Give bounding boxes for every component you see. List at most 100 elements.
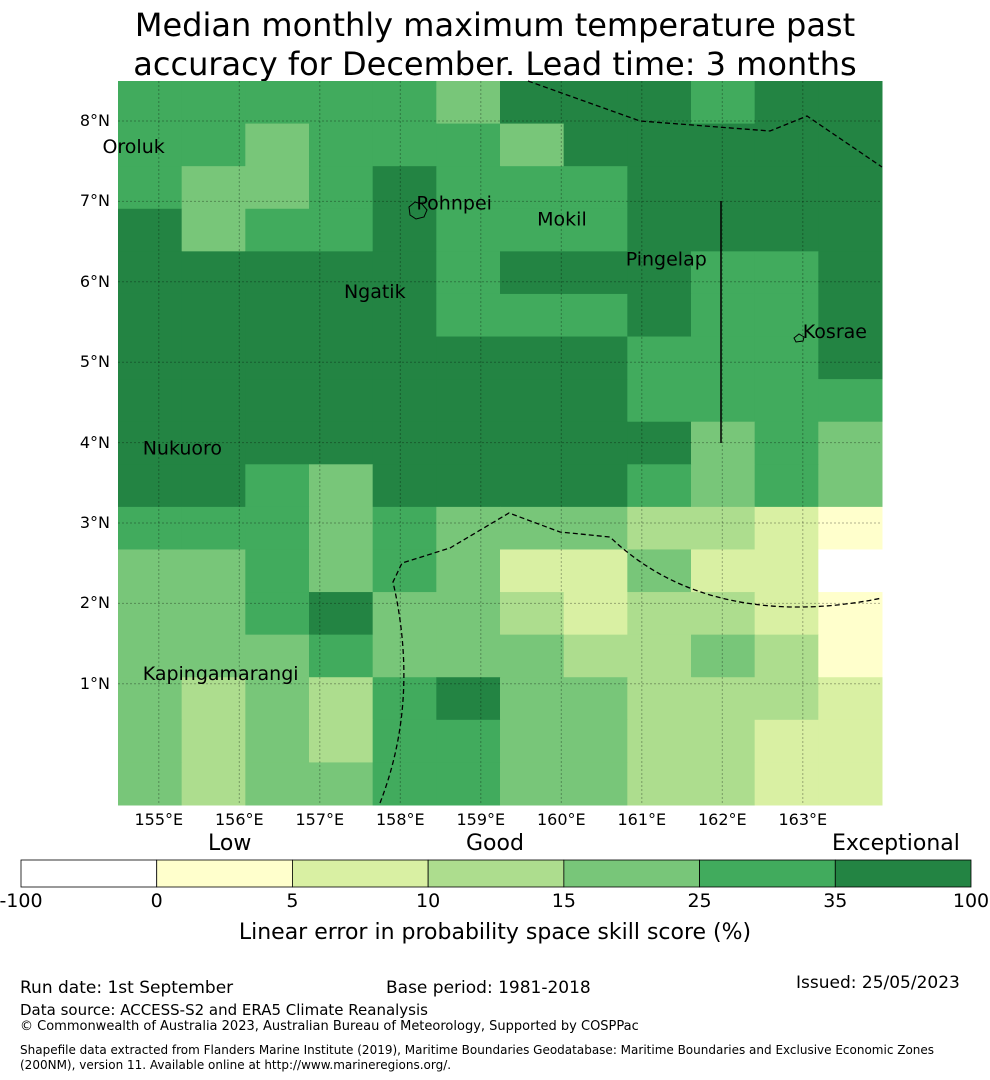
grid-cell [563, 506, 628, 550]
grid-cell [309, 379, 374, 423]
grid-cell [372, 634, 437, 678]
grid-cell [309, 549, 374, 593]
eez-boundary-south [379, 512, 883, 804]
grid-cell [691, 634, 756, 678]
grid-cell [309, 123, 374, 167]
grid-cell [691, 592, 756, 636]
grid-cell [309, 166, 374, 210]
grid-cell [754, 293, 819, 338]
grid-cell [436, 251, 501, 295]
longitude-tick-label: 162°E [697, 810, 747, 829]
latitude-tick-label: 3°N [79, 513, 110, 532]
grid-cell [245, 762, 310, 806]
grid-cell [118, 421, 183, 465]
grid-cell [500, 421, 565, 465]
grid-cell [818, 208, 883, 252]
grid-cell [754, 464, 819, 508]
longitude-tick-label: 161°E [617, 810, 667, 829]
grid-cell [563, 379, 628, 423]
colorbar-tick-label: 5 [286, 890, 299, 912]
grid-cell [754, 549, 819, 593]
grid-cell [500, 208, 565, 252]
grid-cell [118, 293, 183, 338]
grid-cell [309, 421, 374, 465]
colorbar-tick-label: 10 [416, 890, 441, 912]
grid-cell [118, 166, 183, 210]
grid-cell [691, 336, 756, 380]
grid-cell [372, 549, 437, 593]
grid-cell [118, 549, 183, 593]
grid-cell [818, 762, 883, 806]
grid-cell [436, 762, 501, 806]
colorbar [20, 859, 972, 888]
grid-cell [436, 336, 501, 380]
latitude-tick-label: 7°N [79, 191, 110, 211]
longitude-tick-label: 157°E [295, 810, 345, 829]
category-good: Good [466, 831, 524, 856]
grid-cell [372, 719, 437, 763]
grid-cell [436, 592, 501, 636]
grid-cell [245, 293, 310, 338]
grid-cell [245, 677, 310, 721]
grid-cell [436, 464, 501, 508]
grid-cell [245, 592, 310, 636]
grid-cell [118, 81, 183, 125]
grid-cell [627, 506, 692, 550]
grid-cell [309, 634, 374, 678]
grid-cell [500, 719, 565, 763]
grid-cell [372, 421, 437, 465]
colorbar-segment [156, 859, 293, 888]
colorbar-tick-label: 25 [687, 890, 712, 912]
grid-cell [372, 208, 437, 252]
grid-cell [563, 421, 628, 465]
grid-cell [436, 208, 501, 252]
shapefile-credit-1: Shapefile data extracted from Flanders M… [20, 1043, 935, 1057]
place-label: Pingelap [626, 249, 707, 271]
grid-cell [181, 379, 246, 423]
grid-cell [754, 592, 819, 636]
grid-cell [181, 81, 246, 125]
grid-cell [245, 634, 310, 678]
colorbar-tick-label: -100 [0, 890, 43, 912]
grid-cell [372, 336, 437, 380]
grid-cell [372, 123, 437, 167]
grid-cell [245, 208, 310, 252]
grid-cell [436, 506, 501, 550]
grid-cell [372, 464, 437, 508]
category-low: Low [208, 831, 252, 856]
grid-cell [436, 293, 501, 338]
grid-cell [500, 677, 565, 721]
grid-cell [245, 336, 310, 380]
data-source: Data source: ACCESS-S2 and ERA5 Climate … [20, 1001, 428, 1019]
grid-cell [372, 677, 437, 721]
grid-cell [627, 592, 692, 636]
grid-cell [372, 251, 437, 295]
colorbar-tick-label: 100 [952, 890, 990, 912]
grid-cell [181, 634, 246, 678]
grid-cell [245, 719, 310, 763]
grid-cell [436, 677, 501, 721]
grid-cell [181, 336, 246, 380]
grid-cell [818, 506, 883, 550]
grid-cell [818, 81, 883, 125]
grid-cell [627, 549, 692, 593]
grid-cell [818, 421, 883, 465]
grid-cell [309, 81, 374, 125]
grid-cell [181, 719, 246, 763]
colorbar-tick-label: 0 [150, 890, 163, 912]
grid-cell [563, 762, 628, 806]
grid-cell [754, 506, 819, 550]
map-title-line-2: accuracy for December. Lead time: 3 mont… [133, 45, 857, 83]
grid-cell [563, 166, 628, 210]
grid-cell [500, 549, 565, 593]
grid-cell [436, 719, 501, 763]
grid-cell [118, 379, 183, 423]
grid-cell [563, 634, 628, 678]
grid-cell [627, 336, 692, 380]
grid-cell [818, 464, 883, 508]
grid-cell [309, 336, 374, 380]
grid-cell [754, 336, 819, 380]
grid-cell [563, 293, 628, 338]
grid-cell [118, 251, 183, 295]
grid-cell [627, 677, 692, 721]
